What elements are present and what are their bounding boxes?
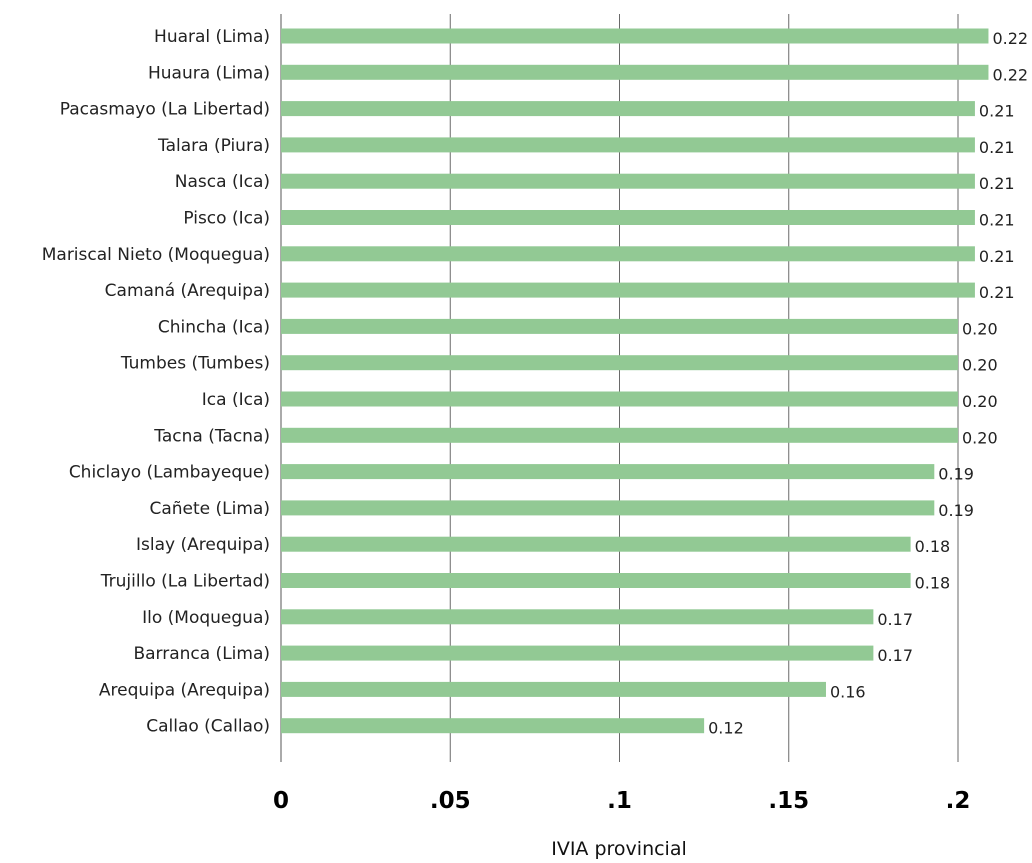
value-label: 0.20 — [962, 392, 998, 411]
bar — [281, 500, 935, 516]
category-labels: Huaral (Lima) Huaura (Lima) Pacasmayo (La … — [42, 27, 270, 737]
category-label: Cañete (Lima) — [150, 499, 271, 519]
value-label: 0.21 — [979, 247, 1015, 266]
x-tick-label: .15 — [768, 788, 809, 814]
category-label: Huaral (Lima) — [154, 27, 270, 47]
category-label: Chincha (Ica) — [158, 317, 270, 337]
x-tick-label: 0 — [273, 788, 289, 814]
value-label: 0.20 — [962, 356, 998, 375]
category-label: Ilo (Moquegua) — [142, 608, 270, 628]
value-label: 0.17 — [877, 646, 913, 665]
x-tick-labels: 0 .05 .1 .15 .2 — [273, 788, 970, 814]
category-label: Pacasmayo (La Libertad) — [60, 100, 270, 120]
value-label: 0.21 — [979, 102, 1015, 121]
value-label: 0.21 — [979, 174, 1015, 193]
bar — [281, 355, 958, 371]
category-label: Islay (Arequipa) — [136, 535, 270, 555]
bar — [281, 173, 975, 189]
x-tick-label: .1 — [607, 788, 632, 814]
value-label: 0.21 — [979, 211, 1015, 230]
bar — [281, 681, 826, 697]
category-label: Barranca (Lima) — [133, 644, 270, 664]
value-label: 0.12 — [708, 719, 744, 738]
value-label: 0.21 — [979, 138, 1015, 157]
category-label: Tumbes (Tumbes) — [120, 354, 270, 374]
category-label: Ica (Ica) — [202, 390, 270, 410]
value-label: 0.20 — [962, 428, 998, 447]
value-label: 0.21 — [979, 283, 1015, 302]
value-label: 0.20 — [962, 319, 998, 338]
bar — [281, 427, 958, 443]
value-label: 0.18 — [915, 537, 951, 556]
category-label: Camaná (Arequipa) — [105, 281, 270, 301]
bar — [281, 573, 911, 588]
category-label: Pisco (Ica) — [183, 209, 270, 229]
bar — [281, 391, 958, 407]
bar — [281, 645, 874, 661]
bar — [281, 64, 989, 80]
bar — [281, 28, 989, 44]
bar — [281, 101, 975, 117]
x-tick-label: .05 — [430, 788, 471, 814]
value-label: 0.19 — [938, 465, 974, 484]
category-label: Arequipa (Arequipa) — [99, 680, 270, 700]
bar — [281, 282, 975, 298]
value-label: 0.22 — [992, 29, 1028, 48]
bar — [281, 464, 935, 480]
bar — [281, 536, 911, 552]
category-label: Huaura (Lima) — [148, 63, 270, 83]
bar — [281, 246, 975, 262]
x-tick-label: .2 — [946, 788, 971, 814]
value-label: 0.18 — [915, 574, 951, 593]
bar — [281, 609, 874, 625]
value-label: 0.16 — [830, 682, 866, 701]
value-label: 0.22 — [992, 65, 1028, 84]
bar — [281, 718, 705, 734]
category-label: Talara (Piura) — [157, 136, 270, 156]
bar — [281, 210, 975, 225]
bar — [281, 137, 975, 153]
category-label: Chiclayo (Lambayeque) — [69, 463, 270, 483]
bar — [281, 318, 958, 334]
category-label: Nasca (Ica) — [175, 172, 270, 192]
x-axis-title: IVIA provincial — [551, 838, 687, 860]
category-label: Callao (Callao) — [146, 717, 270, 737]
category-label: Trujillo (La Libertad) — [100, 572, 270, 592]
category-label: Mariscal Nieto (Moquegua) — [42, 245, 270, 265]
value-label: 0.19 — [938, 501, 974, 520]
bars — [281, 28, 989, 734]
value-labels: 0.22 0.22 0.21 0.21 0.21 0.21 0.21 0.21 0.20 0.20… — [708, 29, 1028, 738]
category-label: Tacna (Tacna) — [153, 426, 270, 446]
value-label: 0.17 — [877, 610, 913, 629]
